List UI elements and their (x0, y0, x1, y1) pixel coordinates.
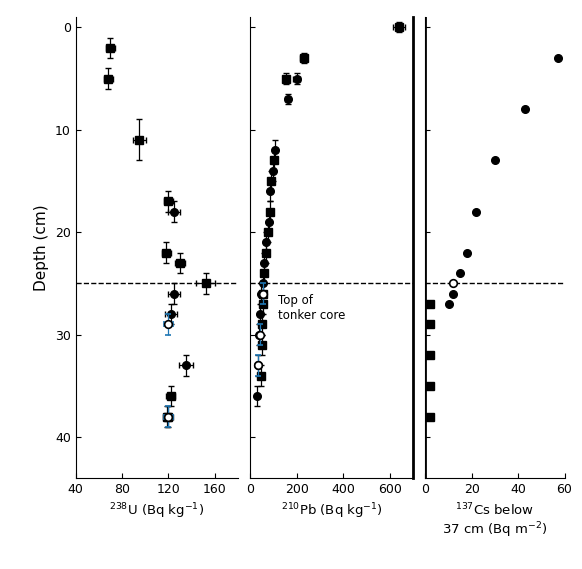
Y-axis label: Depth (cm): Depth (cm) (34, 204, 49, 291)
X-axis label: $^{137}$Cs below
37 cm (Bq m$^{-2}$): $^{137}$Cs below 37 cm (Bq m$^{-2}$) (442, 501, 548, 541)
Text: Top of
tonker core: Top of tonker core (278, 294, 346, 321)
X-axis label: $^{238}$U (Bq kg$^{-1}$): $^{238}$U (Bq kg$^{-1}$) (109, 501, 204, 521)
X-axis label: $^{210}$Pb (Bq kg$^{-1}$): $^{210}$Pb (Bq kg$^{-1}$) (281, 501, 382, 521)
